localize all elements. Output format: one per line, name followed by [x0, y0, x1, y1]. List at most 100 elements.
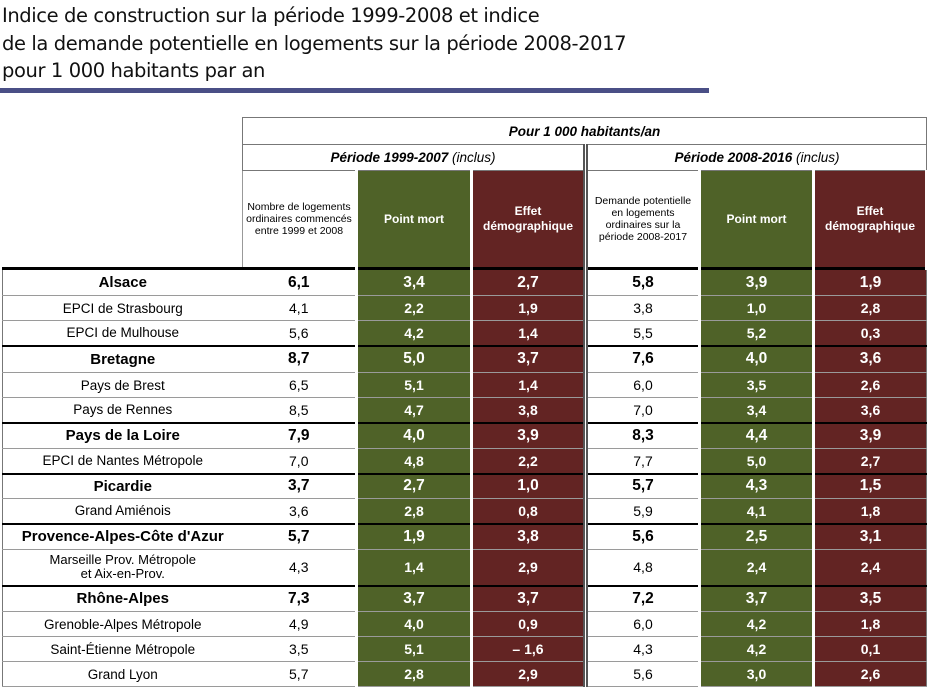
cell-point-mort-2: 4,0: [698, 344, 815, 373]
cell-point-mort-1: 4,0: [355, 421, 473, 449]
row-label: EPCI de Nantes Métropole: [2, 448, 243, 474]
table-row: Grand Lyon 5,7 2,8 2,9 5,6 3,0 2,6: [2, 661, 927, 687]
table-row: Grenoble-Alpes Métropole 4,9 4,0 0,9 6,0 4,2 1…: [2, 611, 927, 637]
row-label: Grand Lyon: [2, 661, 243, 687]
cell-point-mort-1: 2,8: [355, 661, 473, 687]
cell-effet-demo-2: 1,5: [811, 472, 927, 499]
cell-point-mort-1: 5,1: [355, 636, 473, 662]
cell-demande-potentielle: 8,3: [583, 421, 700, 449]
cell-effet-demo-2: 3,1: [811, 522, 927, 550]
cell-point-mort-2: 4,4: [698, 421, 815, 449]
cell-demande-potentielle: 6,0: [583, 372, 700, 398]
cell-demande-potentielle: 5,9: [583, 498, 700, 524]
cell-logements-commences: 3,7: [242, 472, 357, 499]
cell-point-mort-2: 3,0: [698, 661, 815, 687]
cell-effet-demo-1: 3,7: [470, 344, 587, 373]
cell-point-mort-2: 4,2: [698, 636, 815, 662]
row-label: Rhône-Alpes: [2, 584, 243, 612]
cell-demande-potentielle: 5,6: [583, 522, 700, 550]
cell-effet-demo-1: 3,7: [470, 584, 587, 612]
cell-point-mort-2: 5,2: [698, 320, 815, 346]
cell-point-mort-2: 5,0: [698, 448, 815, 474]
cell-logements-commences: 3,5: [242, 636, 357, 662]
cell-logements-commences: 7,3: [242, 584, 357, 612]
row-label: Saint-Étienne Métropole: [2, 636, 243, 662]
cell-effet-demo-2: 1,8: [811, 611, 927, 637]
cell-logements-commences: 8,7: [242, 344, 357, 373]
table-row-region: Alsace 6,1 3,4 2,7 5,8 3,9 1,9: [2, 267, 927, 296]
row-label: Pays de Rennes: [2, 397, 243, 423]
table-row: Grand Amiénois 3,6 2,8 0,8 5,9 4,1 1,8: [2, 498, 927, 524]
header-col-point-mort-2: Point mort: [698, 170, 815, 269]
title-line-2: de la demande potentielle en logements s…: [2, 31, 627, 55]
row-label: EPCI de Strasbourg: [2, 295, 243, 321]
header-col-effet-demo-2: Effet démographique: [811, 170, 927, 269]
cell-logements-commences: 5,6: [242, 320, 357, 346]
cell-demande-potentielle: 4,8: [583, 549, 700, 586]
cell-effet-demo-2: 1,8: [811, 498, 927, 524]
header-col-effet-demo-1: Effet démographique: [470, 170, 587, 269]
cell-point-mort-2: 3,5: [698, 372, 815, 398]
header-per-1000: Pour 1 000 habitants/an: [241, 117, 927, 145]
cell-demande-potentielle: 5,6: [583, 661, 700, 687]
cell-point-mort-1: 4,2: [355, 320, 473, 346]
cell-point-mort-1: 1,4: [355, 549, 473, 586]
table-row-region: Rhône-Alpes 7,3 3,7 3,7 7,2 3,7 3,5: [2, 584, 927, 612]
cell-effet-demo-2: 2,6: [811, 372, 927, 398]
cell-effet-demo-1: 2,7: [470, 267, 587, 296]
cell-logements-commences: 3,6: [242, 498, 357, 524]
cell-logements-commences: 6,5: [242, 372, 357, 398]
table-body: Alsace 6,1 3,4 2,7 5,8 3,9 1,9 EPCI de Strasbou…: [2, 267, 927, 687]
data-table: Pour 1 000 habitants/an Période 1999-200…: [2, 117, 927, 687]
header-col-point-mort-1: Point mort: [355, 170, 473, 269]
table-row-region: Provence-Alpes-Côte d'Azur 5,7 1,9 3,8 5,6 2,…: [2, 522, 927, 550]
cell-demande-potentielle: 7,2: [583, 584, 700, 612]
cell-demande-potentielle: 7,0: [583, 397, 700, 423]
cell-point-mort-2: 4,3: [698, 472, 815, 499]
cell-point-mort-2: 4,1: [698, 498, 815, 524]
cell-effet-demo-2: 2,4: [811, 549, 927, 586]
cell-effet-demo-2: 0,3: [811, 320, 927, 346]
cell-effet-demo-2: 2,8: [811, 295, 927, 321]
row-label: Grand Amiénois: [2, 498, 243, 524]
cell-demande-potentielle: 5,5: [583, 320, 700, 346]
cell-point-mort-2: 3,7: [698, 584, 815, 612]
cell-demande-potentielle: 3,8: [583, 295, 700, 321]
cell-logements-commences: 8,5: [242, 397, 357, 423]
cell-point-mort-1: 4,8: [355, 448, 473, 474]
table-row: Pays de Brest 6,5 5,1 1,4 6,0 3,5 2,6: [2, 372, 927, 398]
cell-effet-demo-1: 1,4: [470, 372, 587, 398]
cell-effet-demo-1: 2,9: [470, 661, 587, 687]
table-row: EPCI de Mulhouse 5,6 4,2 1,4 5,5 5,2 0,3: [2, 320, 927, 346]
cell-logements-commences: 4,9: [242, 611, 357, 637]
cell-effet-demo-2: 3,9: [811, 421, 927, 449]
header-period-2: Période 2008-2016 (inclus): [582, 144, 927, 171]
cell-effet-demo-1: 1,0: [470, 472, 587, 499]
cell-point-mort-1: 5,0: [355, 344, 473, 373]
header-col-logements-commences: Nombre de logements ordinaires commencés…: [242, 170, 357, 269]
cell-effet-demo-1: 2,9: [470, 549, 587, 586]
cell-effet-demo-2: 1,9: [811, 267, 927, 296]
cell-point-mort-1: 5,1: [355, 372, 473, 398]
table-row: Saint-Étienne Métropole 3,5 5,1– 1,6 4,3 4,2…: [2, 636, 927, 662]
cell-effet-demo-1: 3,8: [470, 522, 587, 550]
row-label: Pays de la Loire: [2, 421, 243, 449]
cell-logements-commences: 5,7: [242, 522, 357, 550]
cell-point-mort-2: 2,5: [698, 522, 815, 550]
cell-point-mort-1: 4,7: [355, 397, 473, 423]
row-label: Provence-Alpes-Côte d'Azur: [2, 522, 243, 550]
cell-effet-demo-1: 0,9: [470, 611, 587, 637]
cell-effet-demo-1: – 1,6: [470, 636, 587, 662]
cell-point-mort-1: 4,0: [355, 611, 473, 637]
cell-point-mort-2: 3,9: [698, 267, 815, 296]
title-line-1: Indice de construction sur la période 19…: [2, 4, 540, 27]
cell-logements-commences: 7,9: [242, 421, 357, 449]
cell-effet-demo-2: 2,7: [811, 448, 927, 474]
cell-effet-demo-1: 2,2: [470, 448, 587, 474]
title-line-3: pour 1 000 habitants par an: [2, 59, 266, 82]
cell-point-mort-1: 3,7: [355, 584, 473, 612]
cell-point-mort-1: 2,8: [355, 498, 473, 524]
cell-point-mort-1: 3,4: [355, 267, 473, 296]
cell-logements-commences: 7,0: [242, 448, 357, 474]
cell-point-mort-2: 4,2: [698, 611, 815, 637]
